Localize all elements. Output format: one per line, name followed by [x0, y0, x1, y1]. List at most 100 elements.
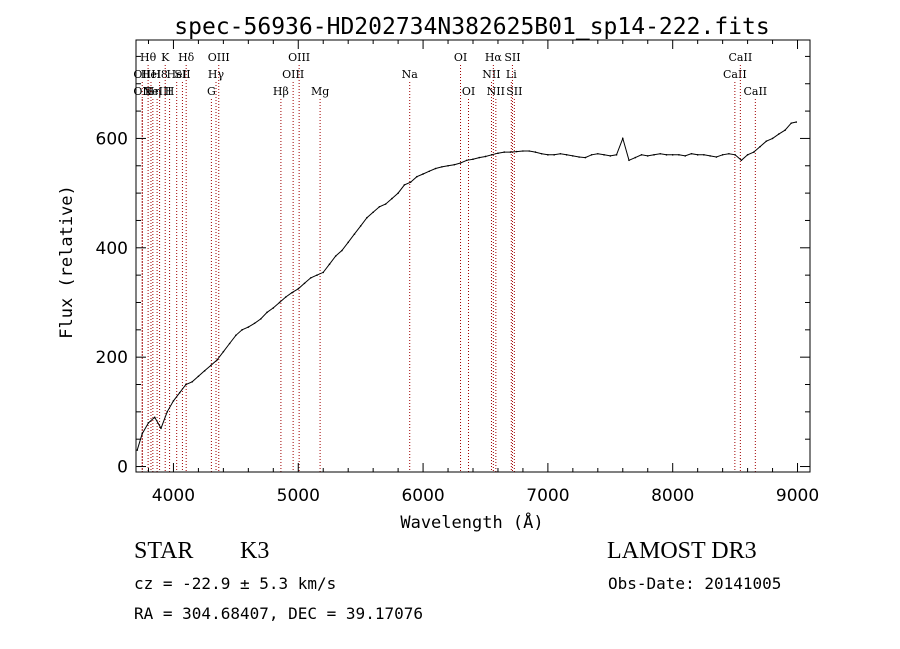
x-axis: 4000 5000 6000 7000 8000 9000 — [147, 40, 819, 506]
spectrum-point — [160, 427, 162, 430]
spectrum-point — [572, 155, 574, 157]
y-tick-label: 200 — [96, 348, 128, 368]
spectrum-point — [303, 282, 306, 285]
spectrum-point — [391, 197, 393, 200]
spectrum-point — [347, 241, 349, 244]
spectrum-point — [547, 154, 549, 156]
spectrum-point — [678, 154, 680, 156]
spectrum-point — [653, 154, 655, 156]
spectrum-point — [247, 326, 250, 328]
spectrum-point — [615, 154, 618, 156]
spectrum-point — [422, 173, 424, 175]
spectrum-point — [447, 164, 449, 167]
spectrum-point — [665, 154, 668, 156]
plot-frame — [135, 39, 811, 473]
spectrum-point — [328, 263, 331, 266]
spectrum-point — [472, 158, 474, 161]
spectrum-point — [590, 154, 593, 156]
spectral-line-label: Hγ — [208, 68, 225, 81]
spectral-line-label: Mg — [311, 85, 329, 98]
spectrum-point — [428, 170, 431, 173]
spectrum-point — [646, 155, 649, 157]
spectrum-point — [484, 155, 487, 158]
spectrum-point — [703, 154, 705, 156]
spectrum-point — [378, 205, 381, 208]
spectral-line-label: CaII — [743, 85, 767, 98]
spectrum-point — [235, 334, 237, 337]
spectrum-point — [528, 150, 530, 152]
spectrum-point — [172, 400, 175, 402]
spectrum-point — [634, 156, 637, 159]
spectrum-point — [440, 166, 443, 168]
spectrum-point — [690, 152, 693, 155]
spectrum-point — [795, 121, 798, 123]
spectrum-point — [403, 184, 406, 186]
spectral-line-label: NII — [487, 85, 505, 98]
spectrum-point — [284, 296, 287, 298]
spectrum-point — [416, 175, 418, 178]
y-axis-label: Flux (relative) — [57, 185, 77, 339]
spectrum-point — [721, 154, 724, 156]
spectrum-point — [553, 154, 555, 156]
spectrum-series — [136, 121, 798, 451]
spectrum-point — [559, 152, 562, 155]
spectral-line-label: K — [161, 51, 170, 64]
spectrum-point — [509, 151, 512, 153]
spectrum-point — [603, 154, 605, 156]
spectral-line-label: CaII — [729, 51, 753, 64]
spectrum-point — [515, 150, 518, 153]
spectrum-point — [153, 416, 156, 419]
spectral-line-label: G — [207, 85, 216, 98]
x-tick-label: 7000 — [526, 486, 569, 506]
spectrum-point — [253, 322, 256, 325]
spectrum-point — [565, 154, 568, 156]
subclass: K3 — [240, 538, 270, 564]
spectrum-point — [341, 249, 343, 252]
spectrum-point — [266, 311, 268, 314]
spectral-line-label: Hβ — [273, 85, 289, 98]
spectrum-point — [534, 151, 537, 153]
spectrum-point — [203, 370, 206, 372]
spectrum-point — [746, 154, 749, 156]
spectrum-point — [334, 255, 337, 257]
spectral-lines: OIIOIIHθHeIHηNeIIIH8KHHeISIIHδGHγOIIIHβO… — [133, 51, 767, 472]
spectrum-point — [185, 383, 187, 386]
spectrum-point — [784, 129, 786, 132]
spectrum-point — [359, 225, 362, 227]
spectral-line-label: HeI — [166, 68, 186, 81]
spectrum-point — [759, 145, 761, 148]
spectrum-point — [522, 150, 524, 152]
x-tick-label: 6000 — [401, 486, 444, 506]
spectrum-point — [740, 159, 743, 162]
spectrum-point — [434, 167, 437, 170]
spectrum-point — [197, 375, 200, 378]
spectral-line-label: Li — [506, 68, 517, 81]
spectrum-point — [316, 274, 318, 276]
spectrum-point — [597, 152, 599, 155]
spectrum-point — [578, 156, 580, 158]
spectral-line-label: Hθ — [140, 51, 157, 64]
y-axis: 0 200 400 600 — [96, 55, 810, 478]
spectrum-line — [136, 121, 797, 451]
spectrum-point — [322, 271, 325, 274]
spectrum-point — [728, 152, 730, 155]
spectrum-point — [621, 137, 624, 140]
y-tick-label: 0 — [117, 458, 128, 478]
spectral-line-label: Hδ — [178, 51, 195, 64]
x-axis-label: Wavelength (Å) — [400, 511, 543, 533]
spectrum-point — [459, 162, 462, 164]
object-type: STAR — [134, 538, 194, 564]
spectral-line-label: Na — [402, 68, 419, 81]
spectrum-point — [671, 154, 674, 156]
spectrum-point — [777, 133, 780, 135]
spectrum-point — [222, 350, 225, 353]
spectrum-point — [696, 154, 699, 156]
spectrum-point — [540, 152, 543, 155]
x-tick-label: 5000 — [277, 486, 320, 506]
spectral-line-label: OI — [454, 51, 467, 64]
spectrum-point — [191, 380, 193, 383]
spectral-line-label: SII — [174, 68, 190, 81]
spectrum-point — [178, 391, 181, 394]
spectrum-point — [272, 307, 275, 309]
spectral-line-label: H — [165, 85, 175, 98]
